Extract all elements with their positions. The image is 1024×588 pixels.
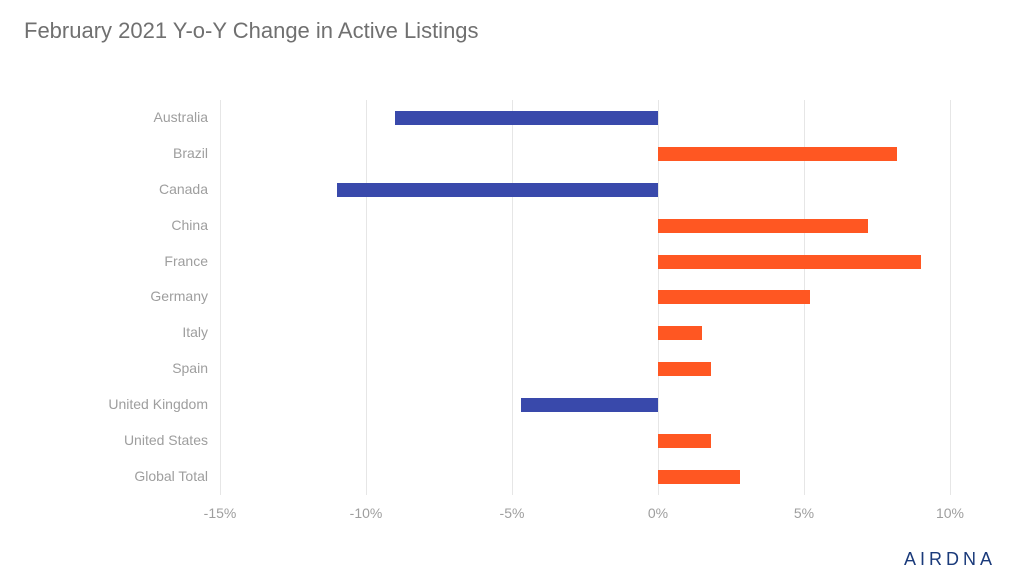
bar: [658, 470, 740, 484]
plot-area: -15%-10%-5%0%5%10%: [220, 100, 950, 495]
bar: [395, 111, 658, 125]
y-axis-label: France: [28, 253, 208, 269]
chart-container: { "title": { "text": "February 2021 Y-o-…: [0, 0, 1024, 588]
chart-title: February 2021 Y-o-Y Change in Active Lis…: [24, 18, 479, 44]
gridline: [220, 100, 221, 495]
y-axis-label: Global Total: [28, 468, 208, 484]
bar: [337, 183, 658, 197]
brand-logo: AIRDNA: [904, 549, 996, 570]
bar: [658, 362, 711, 376]
y-axis-label: Italy: [28, 324, 208, 340]
bar: [658, 147, 897, 161]
x-axis-label: 5%: [794, 505, 814, 521]
x-axis-label: -10%: [350, 505, 383, 521]
y-axis-label: China: [28, 217, 208, 233]
bar: [658, 290, 810, 304]
y-axis-label: Australia: [28, 109, 208, 125]
bar: [658, 326, 702, 340]
x-axis-label: 0%: [648, 505, 668, 521]
y-axis-label: United Kingdom: [28, 396, 208, 412]
gridline: [950, 100, 951, 495]
y-axis-label: United States: [28, 432, 208, 448]
y-axis-label: Spain: [28, 360, 208, 376]
y-axis-label: Canada: [28, 181, 208, 197]
x-axis-label: 10%: [936, 505, 964, 521]
bar: [658, 219, 868, 233]
gridline: [366, 100, 367, 495]
bar: [658, 434, 711, 448]
y-axis-label: Brazil: [28, 145, 208, 161]
gridline: [512, 100, 513, 495]
x-axis-label: -15%: [204, 505, 237, 521]
x-axis-label: -5%: [500, 505, 525, 521]
bar: [521, 398, 658, 412]
bar: [658, 255, 921, 269]
y-axis-label: Germany: [28, 288, 208, 304]
